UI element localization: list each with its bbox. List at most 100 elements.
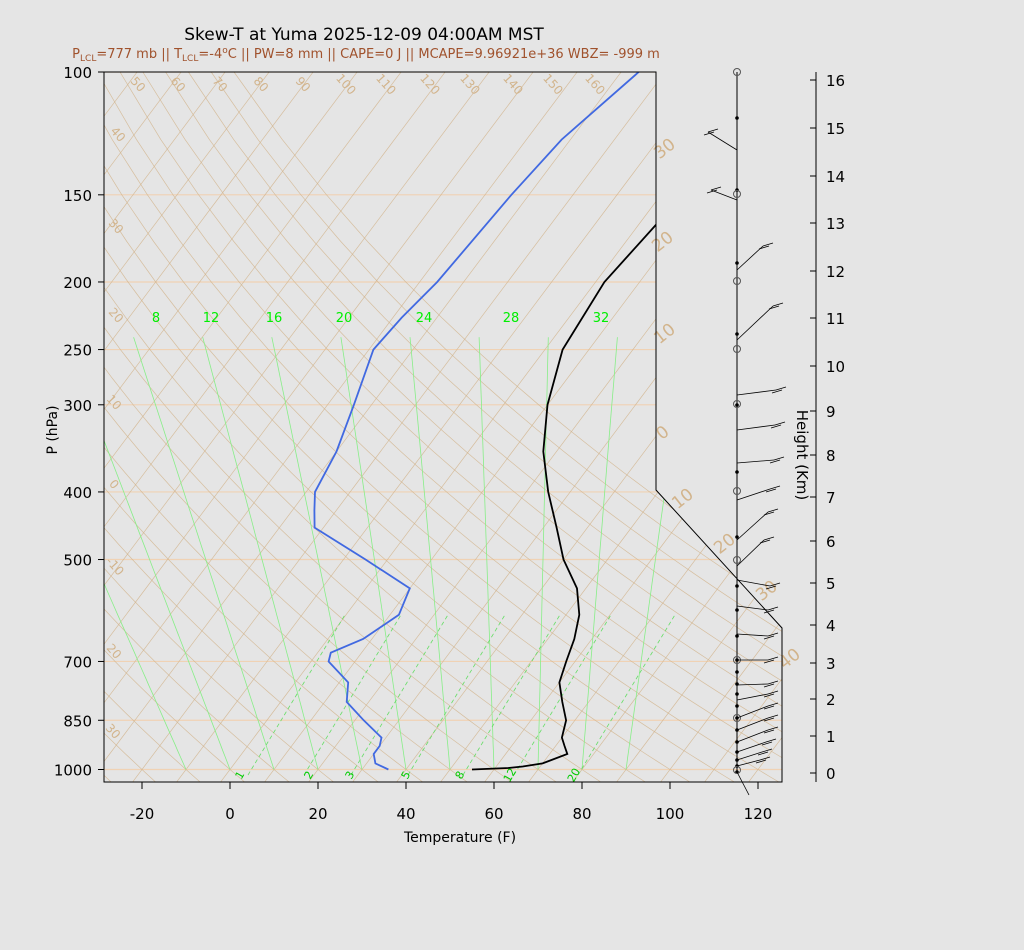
height-tick-label: 10 — [826, 358, 845, 376]
isotherm-line — [350, 72, 782, 782]
wind-barb-flag — [761, 748, 773, 753]
mixing-ratio-label: 32 — [593, 311, 610, 326]
isotherm-line — [104, 72, 497, 782]
mixing-ratio-line — [350, 614, 449, 776]
mixing-ratio-label: 2 — [302, 769, 317, 782]
wind-barb-flag — [706, 189, 718, 194]
mixing-ratio-label: 20 — [336, 311, 353, 326]
height-tick-label: 7 — [826, 489, 836, 507]
x-tick-label: 80 — [572, 805, 591, 823]
isotherm-line — [104, 72, 409, 782]
adiabat-label: 10 — [650, 320, 679, 349]
y-tick-label: 150 — [63, 187, 92, 205]
isotherm-line — [104, 72, 629, 782]
wind-barb-flag — [759, 756, 771, 761]
dry-adiabat-line — [104, 72, 739, 782]
mixing-ratio-label: 16 — [266, 311, 283, 326]
dry-adiabat-line — [104, 72, 427, 782]
wind-barb — [736, 705, 769, 719]
dry-adiabat-line — [104, 72, 293, 782]
isotherm-line — [658, 72, 782, 782]
height-tick-label: 15 — [826, 120, 845, 138]
dry-adiabat-line — [104, 72, 650, 782]
wind-level-dot — [735, 535, 739, 539]
mixing-ratio-line — [513, 614, 612, 776]
mixing-ratio-line — [247, 614, 346, 776]
wind-barb — [736, 511, 769, 541]
wind-barb-flag — [771, 389, 783, 394]
wind-barb — [736, 389, 777, 396]
wind-level-dot — [735, 670, 739, 674]
mixing-ratio-label: 28 — [503, 311, 520, 326]
isotherm-label: 120 — [417, 71, 443, 97]
x-tick-label: 0 — [225, 805, 235, 823]
y-tick-label: 200 — [63, 274, 92, 292]
wind-level-circle — [733, 277, 741, 285]
y-tick-label: 500 — [63, 552, 92, 570]
height-tick-label: 12 — [826, 263, 845, 281]
wind-barb-flag — [761, 741, 773, 746]
wind-barb — [736, 759, 761, 767]
dry-adiabat-line — [104, 72, 337, 782]
wind-barb-flag — [707, 128, 719, 133]
dry-adiabat-line — [104, 72, 694, 782]
x-tick-label: -20 — [130, 805, 155, 823]
wind-barb-flag — [772, 302, 784, 307]
wind-barb-flag — [757, 751, 769, 756]
chart-title: Skew-T at Yuma 2025-12-09 04:00AM MST — [184, 25, 544, 45]
wind-barb-flag — [763, 536, 775, 541]
wind-level-circle — [733, 190, 741, 198]
isotherm-line — [394, 72, 782, 782]
height-tick-label: 3 — [826, 655, 836, 673]
wind-level-dot — [735, 332, 739, 336]
isotherm-label: 140 — [500, 71, 526, 97]
wind-barb-flag — [770, 424, 782, 429]
wind-barb — [736, 693, 769, 701]
wind-barb — [736, 717, 769, 731]
x-tick-label: 40 — [396, 805, 415, 823]
dry-adiabat-line — [104, 72, 605, 782]
x-tick-label: 100 — [656, 805, 685, 823]
dry-adiabat-line — [0, 72, 24, 784]
wind-barb-flag — [767, 632, 779, 637]
moist-adiabat-line — [271, 337, 363, 770]
mixing-ratio-line — [303, 614, 402, 776]
wind-barb — [736, 424, 776, 431]
chart-subtitle: PLCL=777 mb || TLCL=-4oC || PW=8 mm || C… — [72, 46, 660, 64]
adiabat-label: 20 — [648, 228, 677, 257]
wind-barb-flag — [759, 539, 771, 544]
wind-barb-flag — [763, 693, 775, 698]
wind-barb-flag — [710, 186, 722, 191]
dry-adiabat-line — [104, 72, 248, 782]
wind-level-dot — [735, 584, 739, 588]
mixing-ratio-label: 12 — [203, 311, 220, 326]
adiabat-label: 30 — [752, 577, 781, 606]
wind-barb-flag — [765, 585, 777, 590]
isotherm-label: 0 — [106, 477, 122, 492]
y-tick-label: 700 — [63, 653, 92, 671]
isotherm-label: 20 — [106, 305, 127, 326]
isotherm-line — [104, 72, 365, 782]
isotherm-line — [104, 72, 277, 782]
y-tick-label: 100 — [63, 64, 92, 82]
isotherm-label: 40 — [108, 124, 129, 145]
isotherm-label: 20 — [104, 641, 125, 662]
dry-adiabat-line — [104, 72, 382, 782]
isotherm-label: 110 — [373, 71, 399, 97]
wind-barb — [736, 305, 774, 341]
isotherm-label: 130 — [457, 71, 483, 97]
temperature-line — [471, 72, 782, 771]
dry-adiabat-line — [104, 72, 159, 782]
dry-adiabat-line — [104, 72, 471, 782]
height-axis-label: Height (Km) — [793, 410, 811, 501]
wind-barb — [736, 245, 764, 271]
wind-barb — [736, 459, 775, 464]
mixing-ratio-label: 5 — [399, 769, 414, 782]
mixing-ratio-label: 24 — [416, 311, 433, 326]
wind-barb — [736, 771, 750, 796]
moist-adiabat-line — [581, 337, 618, 770]
mixing-ratio-label: 8 — [152, 311, 160, 326]
wind-barb — [736, 751, 763, 761]
mixing-ratio-label: 3 — [343, 769, 358, 782]
